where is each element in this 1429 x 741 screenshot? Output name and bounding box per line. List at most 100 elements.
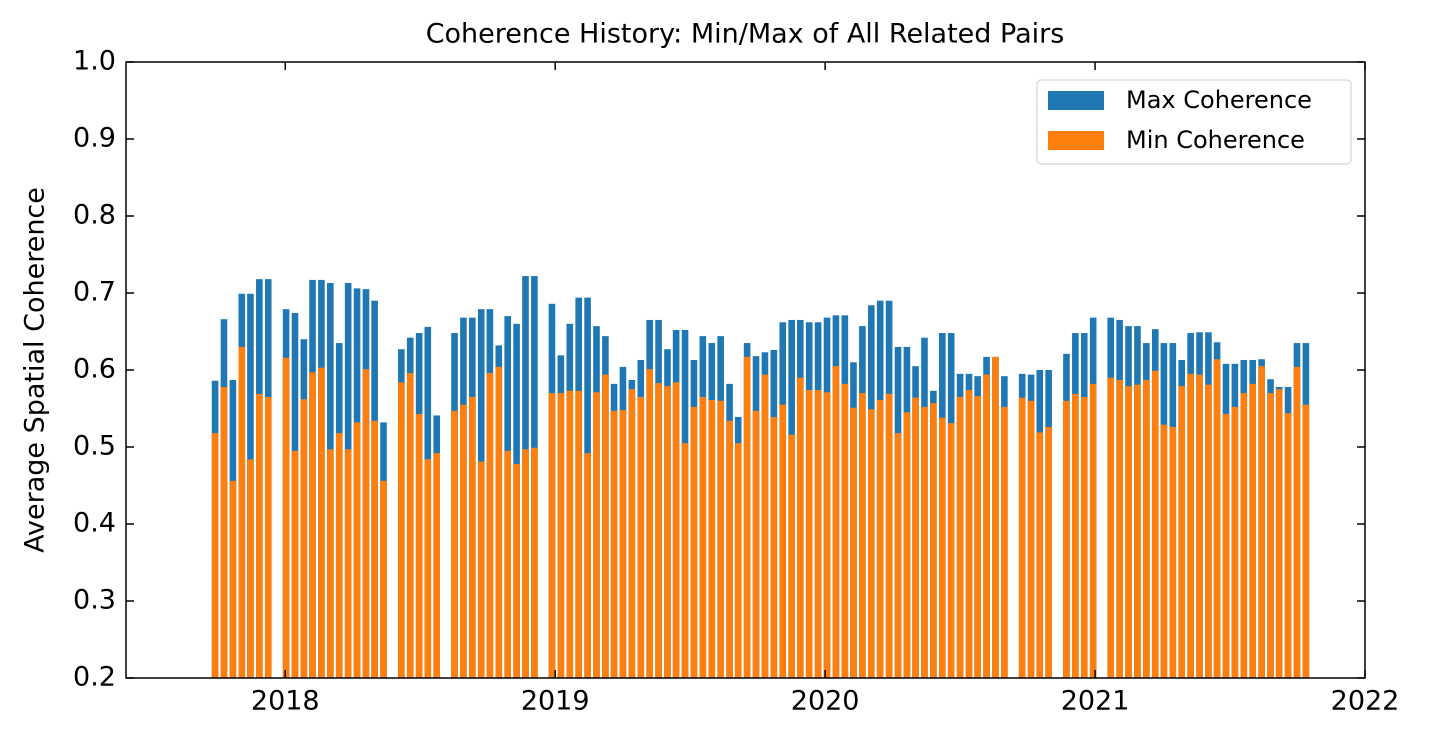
- y-tick-label: 0.9: [73, 123, 116, 154]
- bar: [770, 416, 778, 678]
- bar: [335, 433, 343, 678]
- bar: [805, 390, 813, 678]
- bar: [796, 377, 804, 678]
- y-tick-label: 0.8: [73, 200, 116, 231]
- bar: [788, 434, 795, 678]
- bar: [974, 396, 981, 678]
- bar: [1125, 386, 1132, 678]
- bar: [1169, 426, 1177, 678]
- x-tick-label: 2021: [1061, 686, 1130, 717]
- bar: [1063, 400, 1070, 678]
- bar: [1001, 406, 1008, 678]
- bar: [921, 406, 928, 678]
- y-tick-label: 0.2: [73, 662, 116, 693]
- bar: [1222, 413, 1230, 678]
- bar: [1275, 389, 1283, 678]
- bar: [965, 390, 973, 678]
- bar: [557, 393, 565, 678]
- bar: [548, 393, 556, 678]
- y-axis-label: Average Spatial Coherence: [20, 187, 51, 553]
- bar: [300, 399, 308, 678]
- bar: [1160, 424, 1168, 678]
- y-tick-label: 0.6: [73, 354, 116, 385]
- bar: [1187, 373, 1194, 678]
- bar: [956, 396, 964, 678]
- bar: [779, 404, 787, 678]
- bar: [664, 386, 671, 678]
- bar: [584, 453, 591, 678]
- bar: [832, 366, 840, 678]
- legend-swatch: [1048, 131, 1104, 150]
- bar: [681, 443, 689, 678]
- y-tick-label: 1.0: [73, 46, 116, 77]
- bar: [637, 396, 645, 678]
- bar: [1178, 386, 1186, 678]
- y-tick-label: 0.4: [73, 508, 116, 539]
- bar: [575, 390, 582, 678]
- legend-box: [1036, 79, 1352, 165]
- bar: [1116, 380, 1123, 678]
- bar: [353, 422, 361, 678]
- bar: [371, 420, 378, 678]
- bar: [1107, 377, 1115, 678]
- bar: [1231, 406, 1239, 678]
- bar: [1072, 393, 1079, 678]
- bar: [486, 373, 494, 678]
- legend-label: Min Coherence: [1126, 126, 1305, 154]
- bar: [344, 449, 352, 678]
- bar: [318, 367, 325, 678]
- bar: [593, 392, 600, 678]
- bar: [469, 396, 476, 678]
- bar: [256, 393, 263, 678]
- bar: [743, 356, 751, 678]
- bar: [655, 383, 662, 678]
- bar: [903, 412, 911, 678]
- bar: [947, 423, 955, 678]
- bar: [309, 372, 316, 678]
- bar: [1018, 397, 1026, 678]
- x-tick-label: 2018: [251, 686, 320, 717]
- bar: [513, 463, 520, 678]
- bar: [602, 374, 609, 678]
- bar: [1267, 393, 1274, 678]
- bar: [708, 400, 716, 678]
- bar: [930, 403, 937, 678]
- legend-label: Max Coherence: [1126, 86, 1312, 114]
- bar: [1089, 383, 1097, 678]
- bar: [885, 393, 893, 678]
- bar: [264, 396, 272, 678]
- bar: [1045, 426, 1052, 678]
- bar: [1151, 370, 1159, 678]
- bar: [1284, 413, 1292, 678]
- bar: [380, 480, 387, 678]
- bar: [610, 410, 618, 678]
- bar: [1143, 380, 1150, 678]
- bar: [734, 443, 742, 678]
- bar: [495, 366, 503, 678]
- bar: [894, 433, 902, 678]
- bar: [1213, 359, 1221, 678]
- bar: [823, 392, 831, 678]
- bar: [912, 397, 919, 678]
- bar: [619, 410, 627, 678]
- bar: [229, 480, 237, 678]
- bar: [876, 400, 884, 678]
- chart-title: Coherence History: Min/Max of All Relate…: [426, 19, 1065, 50]
- bar: [726, 420, 733, 678]
- bar: [761, 374, 769, 678]
- legend-swatch: [1048, 91, 1104, 110]
- bar: [1258, 366, 1265, 678]
- bar: [841, 383, 849, 678]
- bar: [1134, 384, 1141, 678]
- bar: [566, 390, 574, 678]
- bar: [672, 382, 680, 678]
- bar: [1080, 396, 1088, 678]
- bar: [238, 346, 246, 678]
- bar: [646, 369, 653, 678]
- bar: [1240, 393, 1248, 678]
- bar: [477, 461, 485, 678]
- bar: [1196, 374, 1203, 678]
- bar: [1249, 383, 1257, 678]
- bar: [424, 459, 432, 678]
- y-tick-label: 0.7: [73, 277, 116, 308]
